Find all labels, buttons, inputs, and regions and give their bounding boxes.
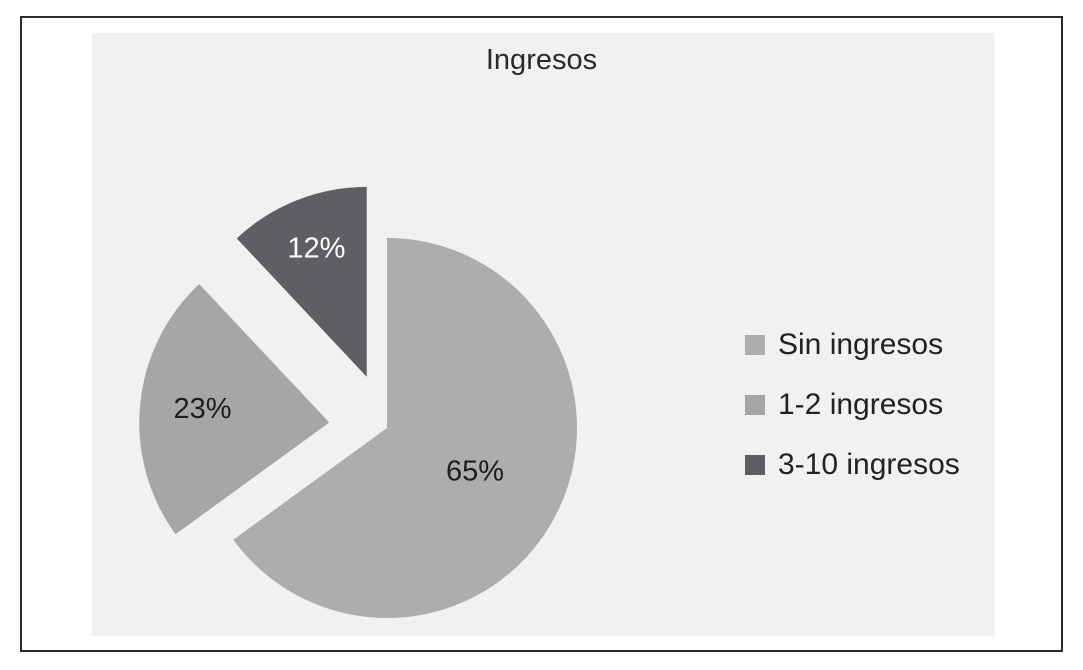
legend-swatch-sin-ingresos <box>745 335 765 355</box>
pie-label-sin-ingresos: 65% <box>446 456 504 488</box>
legend-label-1-2-ingresos: 1-2 ingresos <box>778 388 944 421</box>
legend-swatch-3-10-ingresos <box>745 455 765 475</box>
legend-label-sin-ingresos: Sin ingresos <box>778 328 944 361</box>
legend: Sin ingresos 1-2 ingresos 3-10 ingresos <box>745 328 960 510</box>
pie-slice-sin-ingresos <box>233 238 578 619</box>
pie-slice-1-2-ingresos <box>139 284 330 535</box>
pie-label-3-10-ingresos: 12% <box>287 232 345 264</box>
legend-item-1-2-ingresos: 1-2 ingresos <box>745 388 960 421</box>
legend-item-sin-ingresos: Sin ingresos <box>745 328 960 361</box>
legend-item-3-10-ingresos: 3-10 ingresos <box>745 448 960 481</box>
pie-slice-3-10-ingresos <box>236 186 367 377</box>
pie-label-1-2-ingresos: 23% <box>173 393 231 425</box>
legend-label-3-10-ingresos: 3-10 ingresos <box>778 448 960 481</box>
legend-swatch-1-2-ingresos <box>745 395 765 415</box>
chart-title: Ingresos <box>485 44 598 76</box>
